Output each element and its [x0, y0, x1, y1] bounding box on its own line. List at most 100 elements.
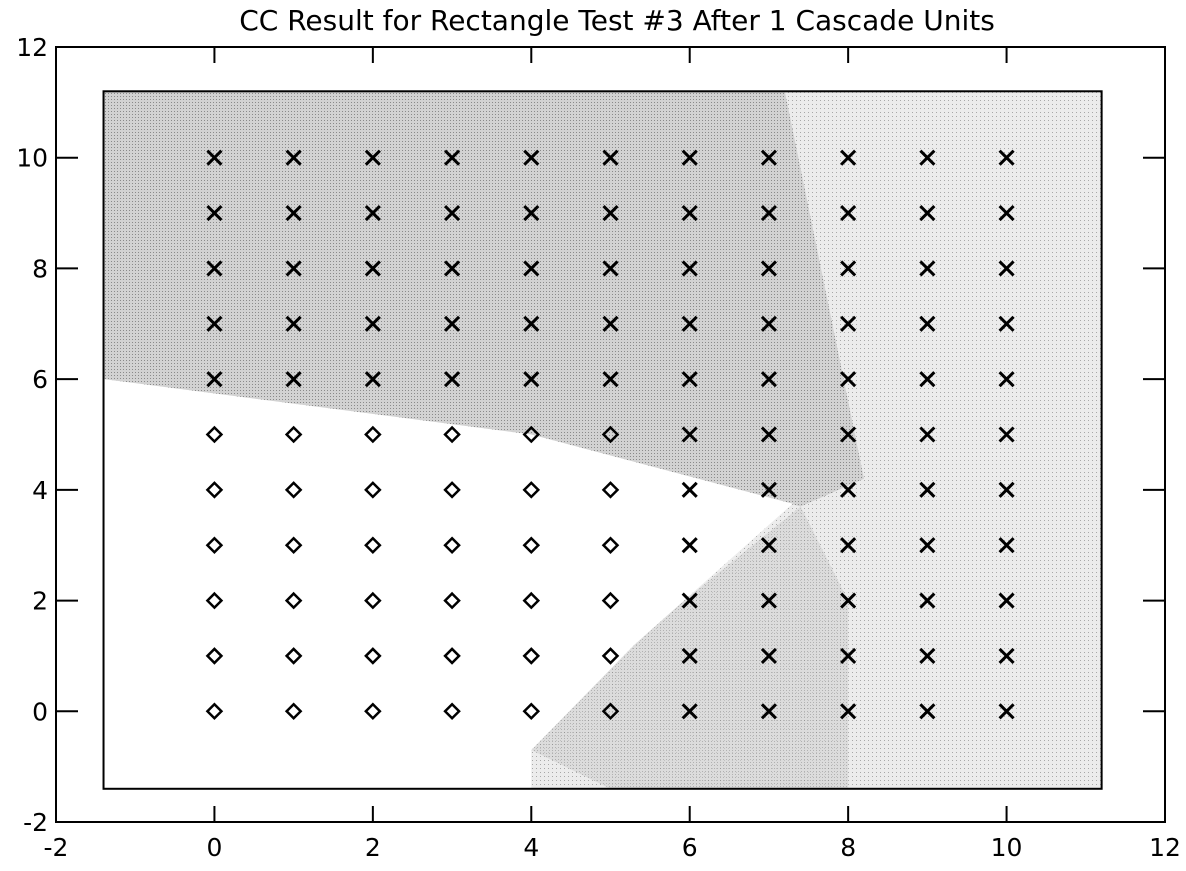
x-marker [523, 315, 540, 332]
x-marker [364, 149, 381, 166]
diamond-marker [601, 481, 620, 499]
diamond-marker [284, 647, 303, 665]
x-marker [919, 315, 936, 332]
x-marker [760, 315, 777, 332]
x-tick-label: 8 [840, 833, 856, 862]
x-marker [998, 481, 1015, 498]
x-marker [919, 647, 936, 664]
x-marker [919, 371, 936, 388]
diamond-marker [443, 481, 461, 499]
x-marker [998, 371, 1015, 388]
x-marker [919, 426, 936, 443]
diamond-marker [601, 647, 620, 665]
x-marker [840, 647, 857, 664]
x-marker [602, 205, 619, 222]
diamond-marker [443, 536, 461, 554]
x-marker [364, 371, 381, 388]
region-white [103, 379, 793, 789]
x-marker [840, 592, 857, 609]
x-marker [760, 260, 777, 277]
x-tick-label: 2 [365, 833, 381, 862]
x-marker [602, 371, 619, 388]
y-tick-label: 2 [32, 587, 48, 616]
x-tick-label: 6 [682, 833, 698, 862]
x-marker [760, 537, 777, 554]
y-tick-label: -2 [23, 808, 48, 837]
x-marker [444, 315, 461, 332]
x-marker [681, 205, 698, 222]
x-marker [602, 149, 619, 166]
axis-frame [55, 46, 1166, 823]
x-marker [998, 260, 1015, 277]
x-marker [919, 592, 936, 609]
x-marker [760, 703, 777, 720]
x-marker [919, 260, 936, 277]
x-marker [919, 703, 936, 720]
x-marker [206, 260, 223, 277]
x-marker [840, 481, 857, 498]
x-marker [364, 260, 381, 277]
diamond-marker [522, 536, 541, 554]
diamond-marker [205, 591, 224, 610]
x-marker [602, 260, 619, 277]
x-marker [998, 149, 1015, 166]
x-marker [681, 481, 698, 498]
diamond-marker [205, 702, 224, 721]
x-marker [840, 426, 857, 443]
x-marker [919, 205, 936, 222]
diamond-marker [522, 481, 541, 499]
x-marker [444, 260, 461, 277]
x-marker [840, 315, 857, 332]
x-tick-label: 0 [206, 833, 222, 862]
x-marker [523, 205, 540, 222]
x-marker [206, 149, 223, 166]
x-marker [919, 149, 936, 166]
x-marker [998, 205, 1015, 222]
x-marker [760, 205, 777, 222]
x-marker [681, 260, 698, 277]
x-marker [523, 371, 540, 388]
diamond-marker [601, 425, 620, 444]
x-marker [364, 315, 381, 332]
region-border [102, 90, 1103, 790]
x-marker [285, 149, 302, 166]
y-tick-label: 8 [32, 254, 48, 283]
x-marker [840, 537, 857, 554]
x-tick-label: -2 [44, 833, 69, 862]
diamond-marker [443, 647, 461, 665]
diamond-marker [601, 591, 620, 610]
x-marker [840, 703, 857, 720]
diamond-marker [205, 647, 224, 665]
diamond-marker [205, 536, 224, 554]
x-marker [523, 149, 540, 166]
x-tick-label: 10 [991, 833, 1023, 862]
x-marker [444, 371, 461, 388]
x-marker [998, 647, 1015, 664]
diamond-marker [364, 425, 382, 444]
x-marker [760, 647, 777, 664]
x-marker [523, 260, 540, 277]
x-marker [681, 592, 698, 609]
x-marker [840, 205, 857, 222]
diamond-marker [284, 702, 303, 721]
region-dark [103, 91, 864, 507]
x-marker [206, 315, 223, 332]
x-marker [206, 371, 223, 388]
x-marker [840, 371, 857, 388]
x-tick-label: 4 [523, 833, 539, 862]
diamond-marker [364, 647, 382, 665]
diamond-marker [364, 481, 382, 499]
x-marker [602, 315, 619, 332]
y-tick-label: 10 [16, 144, 48, 173]
diamond-marker [284, 481, 303, 499]
x-marker [998, 426, 1015, 443]
diamond-marker [205, 425, 224, 444]
x-marker [681, 426, 698, 443]
x-marker [998, 592, 1015, 609]
x-marker [998, 537, 1015, 554]
x-marker [681, 315, 698, 332]
x-marker [285, 205, 302, 222]
x-marker [285, 315, 302, 332]
y-tick-label: 4 [32, 476, 48, 505]
